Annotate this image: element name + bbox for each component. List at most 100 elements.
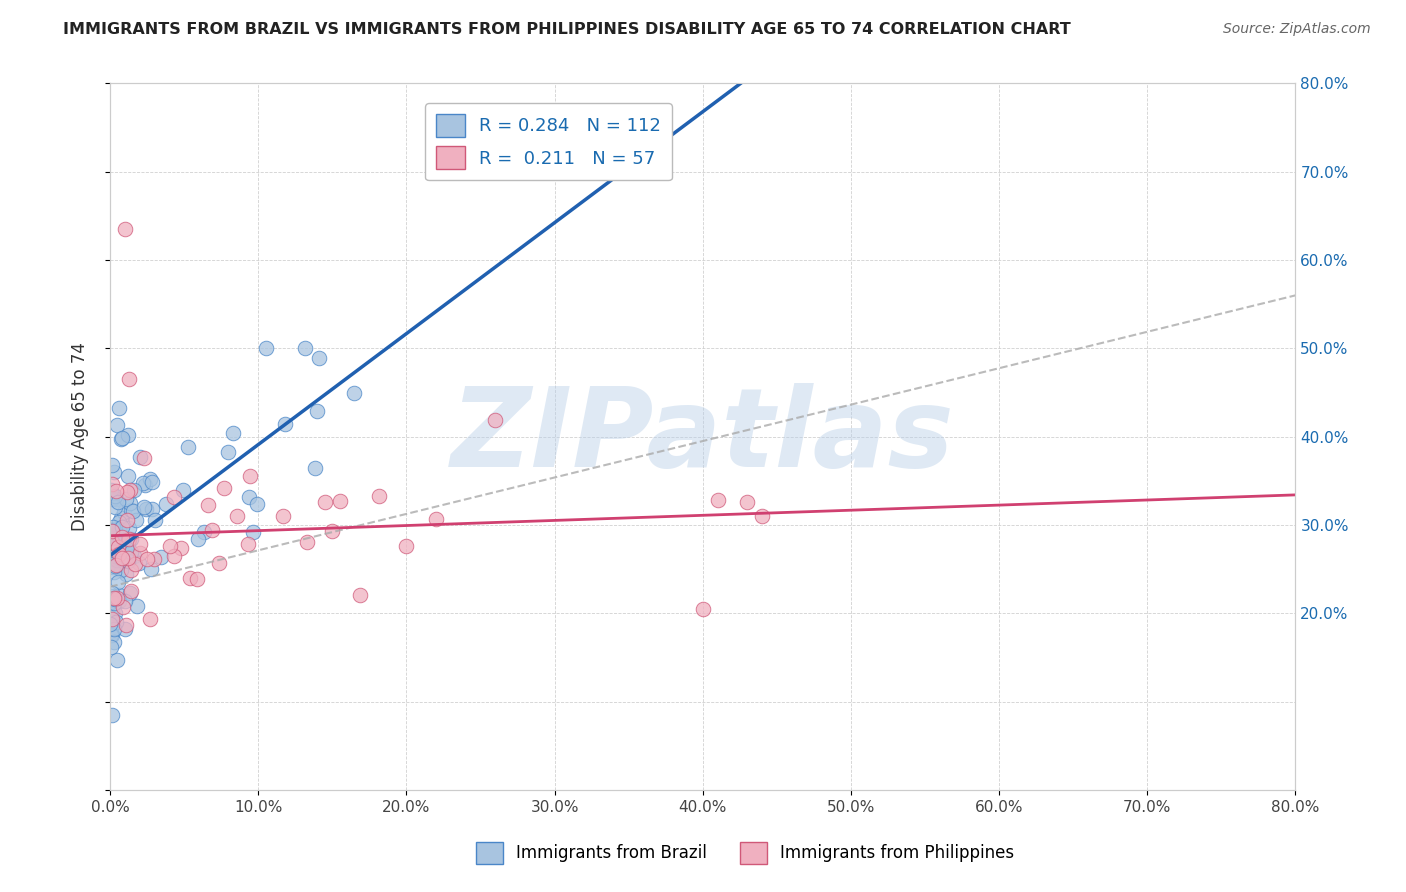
Point: [107, 540, 129, 554]
Point: [103, 565, 125, 579]
Point: [103, 523, 125, 537]
Point: [110, 432, 132, 446]
Point: [155, 497, 177, 511]
Point: [114, 593, 136, 607]
Point: [98, 617, 121, 632]
Y-axis label: Disability Age 65 to 74: Disability Age 65 to 74: [72, 343, 89, 531]
Point: [108, 547, 131, 561]
Point: [128, 556, 150, 570]
Point: [101, 519, 124, 533]
Point: [142, 552, 165, 566]
Point: [104, 549, 127, 563]
Point: [101, 560, 124, 574]
Point: [117, 468, 139, 483]
Point: [101, 586, 124, 600]
Point: [108, 588, 131, 602]
Point: [135, 502, 157, 516]
Legend: Immigrants from Brazil, Immigrants from Philippines: Immigrants from Brazil, Immigrants from …: [470, 836, 1021, 871]
Point: [342, 385, 364, 400]
Point: [110, 563, 132, 577]
Point: [132, 476, 155, 491]
Point: [751, 508, 773, 523]
Point: [122, 483, 145, 498]
Point: [141, 501, 163, 516]
Point: [117, 428, 139, 442]
Point: [143, 513, 166, 527]
Point: [101, 612, 124, 626]
Point: [139, 473, 162, 487]
Point: [308, 351, 330, 365]
Point: [103, 635, 125, 649]
Point: [114, 491, 136, 506]
Point: [107, 575, 129, 590]
Point: [118, 586, 141, 600]
Point: [115, 618, 138, 632]
Point: [242, 524, 264, 539]
Point: [103, 532, 125, 546]
Point: [118, 521, 141, 535]
Point: [110, 527, 132, 541]
Point: [329, 493, 352, 508]
Point: [187, 532, 209, 546]
Point: [139, 612, 162, 626]
Point: [217, 445, 239, 459]
Point: [103, 622, 125, 636]
Point: [134, 451, 156, 466]
Point: [101, 536, 124, 550]
Point: [117, 536, 139, 550]
Point: [314, 494, 336, 508]
Point: [395, 540, 418, 554]
Point: [103, 597, 125, 611]
Point: [104, 491, 127, 506]
Point: [118, 483, 141, 497]
Point: [101, 458, 124, 472]
Point: [150, 549, 173, 564]
Point: [254, 342, 277, 356]
Point: [98, 532, 121, 546]
Point: [107, 401, 129, 415]
Point: [163, 549, 186, 564]
Point: [305, 404, 328, 418]
Point: [128, 537, 150, 551]
Point: [100, 524, 122, 538]
Point: [114, 222, 136, 236]
Point: [197, 499, 219, 513]
Point: [193, 524, 215, 539]
Point: [141, 562, 163, 576]
Point: [115, 485, 138, 500]
Point: [484, 413, 506, 427]
Point: [100, 476, 122, 491]
Text: Source: ZipAtlas.com: Source: ZipAtlas.com: [1223, 22, 1371, 37]
Point: [101, 628, 124, 642]
Point: [141, 475, 163, 490]
Point: [105, 591, 128, 606]
Point: [108, 522, 131, 536]
Point: [114, 541, 136, 556]
Point: [120, 532, 142, 546]
Point: [208, 556, 231, 570]
Point: [104, 490, 127, 504]
Point: [100, 595, 122, 609]
Point: [134, 500, 156, 515]
Point: [120, 583, 142, 598]
Point: [111, 520, 134, 534]
Point: [186, 572, 208, 586]
Point: [101, 491, 124, 506]
Point: [221, 426, 243, 441]
Point: [104, 592, 127, 607]
Point: [179, 571, 201, 585]
Point: [121, 504, 143, 518]
Point: [101, 543, 124, 558]
Point: [111, 535, 134, 549]
Point: [100, 533, 122, 548]
Point: [114, 622, 136, 636]
Point: [114, 567, 136, 582]
Point: [111, 600, 134, 615]
Point: [101, 541, 124, 556]
Point: [110, 511, 132, 525]
Point: [104, 500, 127, 515]
Point: [107, 495, 129, 509]
Point: [117, 551, 139, 566]
Point: [101, 614, 124, 628]
Text: IMMIGRANTS FROM BRAZIL VS IMMIGRANTS FROM PHILIPPINES DISABILITY AGE 65 TO 74 CO: IMMIGRANTS FROM BRAZIL VS IMMIGRANTS FRO…: [63, 22, 1071, 37]
